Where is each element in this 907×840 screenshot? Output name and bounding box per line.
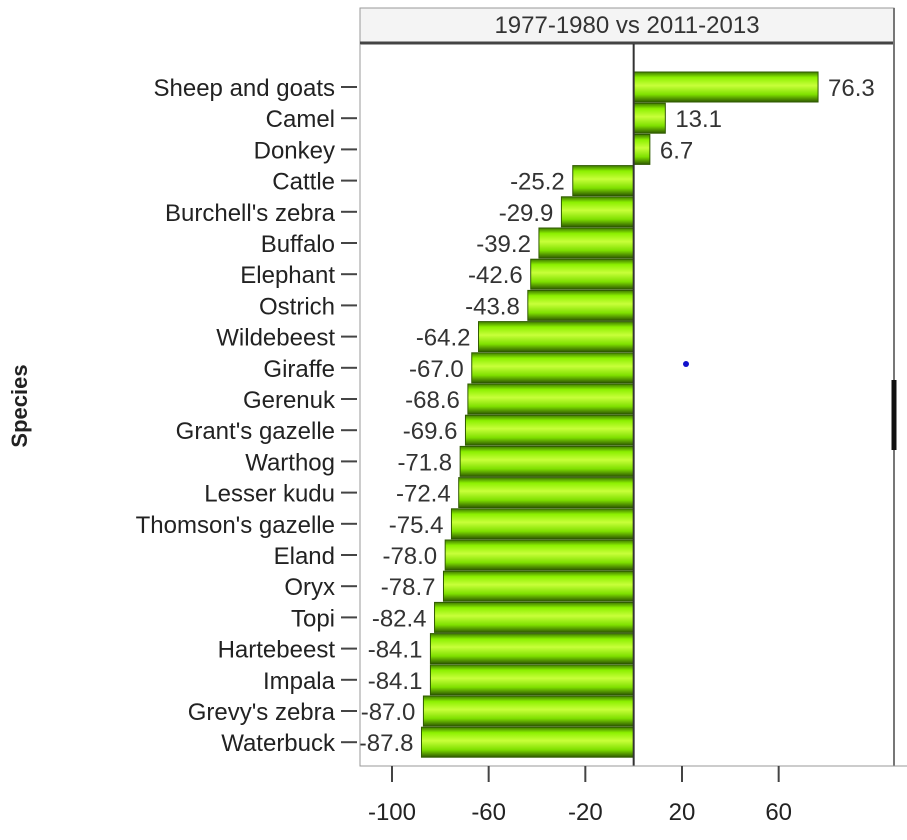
- value-label-topi: -82.4: [372, 605, 427, 632]
- bar-grevy-s-zebra: [422, 695, 635, 727]
- value-label-elephant: -42.6: [468, 262, 523, 289]
- bar-burchell-s-zebra: [560, 196, 635, 228]
- category-label-hartebeest: Hartebeest: [218, 637, 336, 664]
- bar-oryx: [442, 570, 635, 602]
- value-label-thomson-s-gazelle: -75.4: [389, 512, 444, 539]
- value-label-lesser-kudu: -72.4: [396, 481, 451, 508]
- category-label-camel: Camel: [266, 106, 335, 133]
- value-label-impala: -84.1: [368, 668, 423, 695]
- value-label-camel: 13.1: [675, 106, 722, 133]
- category-label-topi: Topi: [291, 605, 335, 632]
- value-label-giraffe: -67.0: [409, 356, 464, 383]
- category-label-grevy-s-zebra: Grevy's zebra: [188, 699, 336, 726]
- value-label-donkey: 6.7: [660, 137, 693, 164]
- category-label-waterbuck: Waterbuck: [221, 730, 336, 757]
- bar-eland: [444, 539, 635, 571]
- category-label-grant-s-gazelle: Grant's gazelle: [176, 418, 335, 445]
- category-label-burchell-s-zebra: Burchell's zebra: [165, 200, 336, 227]
- bar-impala: [429, 664, 635, 696]
- value-label-burchell-s-zebra: -29.9: [499, 200, 554, 227]
- bar-donkey: [633, 133, 651, 165]
- value-label-oryx: -78.7: [381, 574, 436, 601]
- category-label-cattle: Cattle: [272, 169, 335, 196]
- bar-waterbuck: [420, 726, 635, 758]
- x-tick-label-3: 20: [669, 799, 696, 826]
- value-label-buffalo: -39.2: [476, 231, 531, 258]
- value-label-ostrich: -43.8: [465, 293, 520, 320]
- category-label-warthog: Warthog: [245, 449, 335, 476]
- x-tick-label-4: 60: [765, 799, 792, 826]
- category-label-elephant: Elephant: [240, 262, 335, 289]
- category-label-lesser-kudu: Lesser kudu: [204, 481, 335, 508]
- value-label-warthog: -71.8: [397, 449, 452, 476]
- bar-elephant: [530, 258, 635, 290]
- x-tick-label-0: -100: [368, 799, 416, 826]
- value-label-hartebeest: -84.1: [368, 637, 423, 664]
- bar-wildebeest: [478, 321, 635, 353]
- bar-grant-s-gazelle: [464, 414, 635, 446]
- category-label-giraffe: Giraffe: [263, 356, 335, 383]
- bar-cattle: [572, 165, 635, 197]
- category-label-buffalo: Buffalo: [261, 231, 335, 258]
- value-label-grant-s-gazelle: -69.6: [403, 418, 458, 445]
- category-label-donkey: Donkey: [254, 137, 335, 164]
- bar-thomson-s-gazelle: [450, 508, 635, 540]
- bar-hartebeest: [429, 633, 635, 665]
- bar-lesser-kudu: [458, 477, 635, 509]
- bar-topi: [434, 601, 635, 633]
- x-tick-label-1: -60: [471, 799, 506, 826]
- value-label-grevy-s-zebra: -87.0: [361, 699, 416, 726]
- value-label-cattle: -25.2: [510, 169, 565, 196]
- category-label-impala: Impala: [263, 668, 336, 695]
- value-label-eland: -78.0: [382, 543, 437, 570]
- category-label-wildebeest: Wildebeest: [216, 325, 335, 352]
- category-label-thomson-s-gazelle: Thomson's gazelle: [136, 512, 335, 539]
- bar-giraffe: [471, 352, 635, 384]
- x-tick-label-2: -20: [568, 799, 603, 826]
- chart-title: 1977-1980 vs 2011-2013: [494, 12, 759, 39]
- value-label-waterbuck: -87.8: [359, 730, 414, 757]
- category-label-gerenuk: Gerenuk: [243, 387, 336, 414]
- bar-warthog: [459, 445, 635, 477]
- category-label-sheep-and-goats: Sheep and goats: [154, 75, 336, 102]
- value-label-gerenuk: -68.6: [405, 387, 460, 414]
- bar-gerenuk: [467, 383, 635, 415]
- bar-ostrich: [527, 289, 635, 321]
- bar-camel: [633, 102, 666, 134]
- value-label-sheep-and-goats: 76.3: [828, 75, 875, 102]
- category-label-ostrich: Ostrich: [259, 293, 335, 320]
- bar-buffalo: [538, 227, 635, 259]
- value-label-wildebeest: -64.2: [416, 325, 471, 352]
- stray-dot: [683, 361, 689, 367]
- category-label-eland: Eland: [274, 543, 335, 570]
- bar-sheep-and-goats: [633, 71, 819, 103]
- category-label-oryx: Oryx: [284, 574, 335, 601]
